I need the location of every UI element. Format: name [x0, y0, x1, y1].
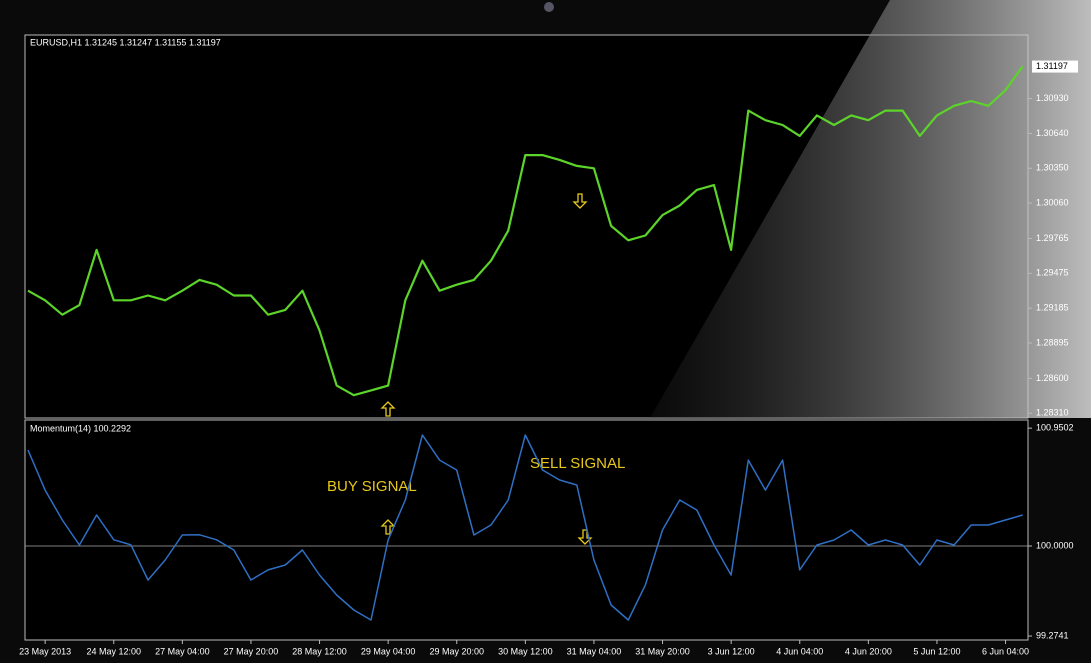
y-tick-label: 1.29185	[1036, 303, 1069, 313]
y-tick-label: 1.30350	[1036, 163, 1069, 173]
x-tick-label: 28 May 12:00	[292, 646, 347, 656]
last-price-box	[1032, 60, 1078, 73]
y-tick-label: 100.0000	[1036, 540, 1074, 550]
y-tick-label: 1.28895	[1036, 337, 1069, 347]
x-tick-label: 6 Jun 04:00	[982, 646, 1029, 656]
x-tick-label: 27 May 20:00	[224, 646, 279, 656]
x-tick-label: 31 May 20:00	[635, 646, 690, 656]
y-tick-label: 1.30640	[1036, 128, 1069, 138]
momentum-panel	[24, 419, 1029, 641]
sell-arrow	[577, 529, 593, 545]
y-tick-label: 1.29765	[1036, 233, 1069, 243]
x-tick-label: 5 Jun 12:00	[913, 646, 960, 656]
y-tick-label: 99.2741	[1036, 630, 1069, 640]
x-tick-label: 23 May 2013	[19, 646, 71, 656]
x-tick-label: 29 May 20:00	[429, 646, 484, 656]
price-title: EURUSD,H1 1.31245 1.31247 1.31155 1.3119…	[30, 37, 221, 47]
x-tick-label: 4 Jun 04:00	[776, 646, 823, 656]
x-tick-label: 3 Jun 12:00	[708, 646, 755, 656]
x-tick-label: 24 May 12:00	[86, 646, 141, 656]
y-tick-label: 1.29475	[1036, 268, 1069, 278]
y-tick-label: 1.28310	[1036, 408, 1069, 418]
y-tick-label: 1.28600	[1036, 373, 1069, 383]
momentum-title: Momentum(14) 100.2292	[30, 423, 131, 433]
buy-arrow	[380, 401, 396, 417]
x-tick-label: 29 May 04:00	[361, 646, 416, 656]
camera	[544, 2, 554, 12]
y-tick-label: 1.30930	[1036, 93, 1069, 103]
x-tick-label: 4 Jun 20:00	[845, 646, 892, 656]
last-price-label: 1.31197	[1036, 61, 1068, 71]
sell-arrow	[572, 193, 588, 209]
y-tick-label: 1.30060	[1036, 197, 1069, 207]
y-tick-label: 100.9502	[1036, 423, 1074, 433]
series-line	[27, 434, 1023, 621]
sell-annotation: SELL SIGNAL	[530, 455, 625, 472]
x-tick-label: 31 May 04:00	[567, 646, 622, 656]
series-line	[27, 65, 1024, 397]
x-tick-label: 27 May 04:00	[155, 646, 210, 656]
x-tick-label: 30 May 12:00	[498, 646, 553, 656]
buy-annotation: BUY SIGNAL	[327, 478, 417, 495]
